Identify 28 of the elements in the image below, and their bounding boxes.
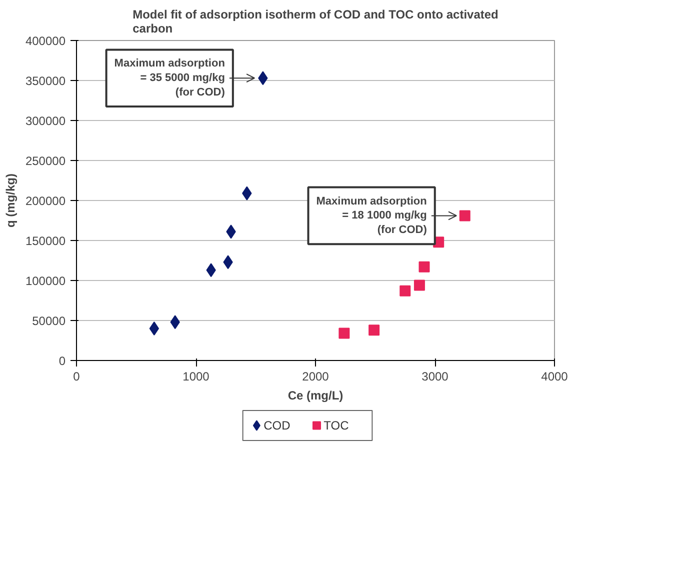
x-tick-label: 0 xyxy=(73,370,80,384)
legend-label: TOC xyxy=(324,418,350,432)
x-tick-label: 1000 xyxy=(182,370,210,384)
x-axis-title: Ce (mg/L) xyxy=(288,388,344,402)
y-tick-label: 250000 xyxy=(25,154,66,168)
x-tick-label: 4000 xyxy=(541,370,568,384)
y-tick-label: 400000 xyxy=(25,34,66,48)
x-tick-label: 3000 xyxy=(422,370,449,384)
point xyxy=(338,328,350,339)
y-tick-label: 300000 xyxy=(25,114,66,128)
y-tick-label: 100000 xyxy=(25,274,66,288)
y-tick-label: 150000 xyxy=(25,234,66,248)
chart-title: Model fit of adsorption isotherm of COD and TOC onto activated carbon xyxy=(132,8,498,36)
y-tick-label: 350000 xyxy=(25,74,66,88)
annotation: Maximum adsorption = 35 5000 mg/kg (for COD) xyxy=(114,58,226,98)
point xyxy=(418,261,430,272)
point xyxy=(459,210,470,222)
y-tick-label: 200000 xyxy=(25,194,66,208)
y-tick-label: 0 xyxy=(58,354,66,368)
point xyxy=(414,280,425,291)
x-tick-label: 2000 xyxy=(302,370,330,384)
annotation: Maximum adsorption = 18 1000 mg/kg (for COD) xyxy=(316,195,428,236)
y-tick-label: 50000 xyxy=(32,314,66,328)
point xyxy=(368,324,380,336)
point xyxy=(149,322,160,336)
point xyxy=(400,285,411,296)
legend-label: COD xyxy=(264,418,291,432)
y-axis-title: q (mg/kg) xyxy=(3,173,18,228)
